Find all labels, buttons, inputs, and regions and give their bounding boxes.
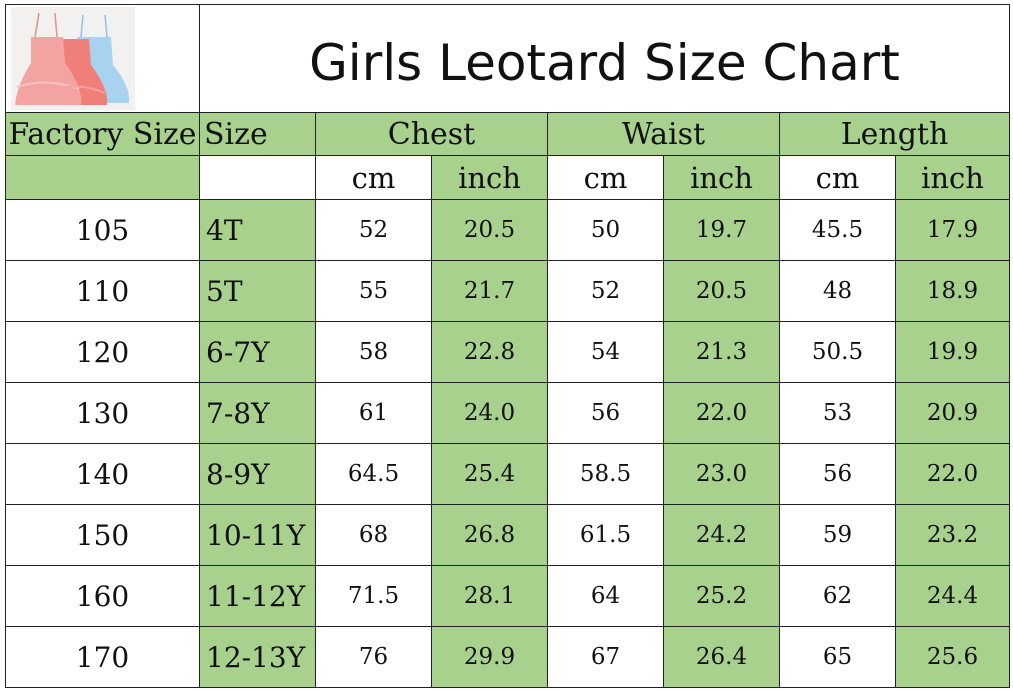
unit-header: cm	[547, 155, 664, 200]
table-row: 110 5T 55 21.7 52 20.5 48 18.9	[5, 260, 1010, 322]
chest-inch-cell: 21.7	[431, 260, 548, 322]
chest-cm-cell: 76	[315, 626, 432, 688]
unit-header: inch	[895, 155, 1010, 200]
chest-inch-cell: 25.4	[431, 443, 548, 505]
waist-cm-cell: 58.5	[547, 443, 664, 505]
chest-inch-cell: 28.1	[431, 565, 548, 627]
waist-inch-cell: 22.0	[663, 382, 780, 444]
length-inch-cell: 23.2	[895, 504, 1010, 566]
waist-inch-cell: 25.2	[663, 565, 780, 627]
unit-header: inch	[431, 155, 548, 200]
table-row: 105 4T 52 20.5 50 19.7 45.5 17.9	[5, 199, 1010, 261]
length-inch-cell: 17.9	[895, 199, 1010, 261]
length-cm-cell: 59	[779, 504, 896, 566]
size-cell: 8-9Y	[199, 443, 316, 505]
size-cell: 5T	[199, 260, 316, 322]
chest-cm-cell: 71.5	[315, 565, 432, 627]
table-row: 140 8-9Y 64.5 25.4 58.5 23.0 56 22.0	[5, 443, 1010, 505]
length-cm-cell: 62	[779, 565, 896, 627]
unit-blank-cell	[199, 155, 316, 200]
length-cm-cell: 45.5	[779, 199, 896, 261]
table-row: 130 7-8Y 61 24.0 56 22.0 53 20.9	[5, 382, 1010, 444]
waist-cm-cell: 54	[547, 321, 664, 383]
unit-row: cm inch cm inch cm inch	[5, 155, 1010, 200]
size-cell: 12-13Y	[199, 626, 316, 688]
size-cell: 7-8Y	[199, 382, 316, 444]
unit-header: cm	[315, 155, 432, 200]
waist-header: Waist	[547, 112, 780, 156]
waist-cm-cell: 61.5	[547, 504, 664, 566]
factory-size-cell: 140	[5, 443, 200, 505]
chest-inch-cell: 22.8	[431, 321, 548, 383]
waist-inch-cell: 23.0	[663, 443, 780, 505]
chart-title: Girls Leotard Size Chart	[199, 4, 1010, 113]
header-row: Factory Size Size Chest Waist Length	[5, 112, 1010, 156]
length-inch-cell: 19.9	[895, 321, 1010, 383]
table-row: 150 10-11Y 68 26.8 61.5 24.2 59 23.2	[5, 504, 1010, 566]
length-inch-cell: 25.6	[895, 626, 1010, 688]
leotard-dresses-photo-icon	[11, 7, 135, 110]
length-cm-cell: 50.5	[779, 321, 896, 383]
unit-header: cm	[779, 155, 896, 200]
waist-inch-cell: 20.5	[663, 260, 780, 322]
waist-inch-cell: 19.7	[663, 199, 780, 261]
chest-inch-cell: 29.9	[431, 626, 548, 688]
length-header: Length	[779, 112, 1010, 156]
size-cell: 11-12Y	[199, 565, 316, 627]
table-row: 170 12-13Y 76 29.9 67 26.4 65 25.6	[5, 626, 1010, 688]
factory-size-cell: 130	[5, 382, 200, 444]
factory-size-cell: 170	[5, 626, 200, 688]
chest-cm-cell: 61	[315, 382, 432, 444]
waist-cm-cell: 52	[547, 260, 664, 322]
factory-size-cell: 150	[5, 504, 200, 566]
chest-cm-cell: 68	[315, 504, 432, 566]
waist-inch-cell: 21.3	[663, 321, 780, 383]
chest-inch-cell: 26.8	[431, 504, 548, 566]
chest-cm-cell: 58	[315, 321, 432, 383]
size-cell: 6-7Y	[199, 321, 316, 383]
table-row: 120 6-7Y 58 22.8 54 21.3 50.5 19.9	[5, 321, 1010, 383]
chest-inch-cell: 24.0	[431, 382, 548, 444]
waist-cm-cell: 56	[547, 382, 664, 444]
length-inch-cell: 18.9	[895, 260, 1010, 322]
chest-inch-cell: 20.5	[431, 199, 548, 261]
product-photo-cell	[5, 4, 200, 113]
length-cm-cell: 48	[779, 260, 896, 322]
waist-cm-cell: 50	[547, 199, 664, 261]
chest-header: Chest	[315, 112, 548, 156]
size-cell: 10-11Y	[199, 504, 316, 566]
size-cell: 4T	[199, 199, 316, 261]
length-cm-cell: 53	[779, 382, 896, 444]
factory-size-header: Factory Size	[5, 112, 200, 156]
chest-cm-cell: 52	[315, 199, 432, 261]
title-row: Girls Leotard Size Chart	[5, 4, 1010, 113]
chest-cm-cell: 64.5	[315, 443, 432, 505]
factory-size-cell: 160	[5, 565, 200, 627]
chest-cm-cell: 55	[315, 260, 432, 322]
waist-cm-cell: 64	[547, 565, 664, 627]
table-row: 160 11-12Y 71.5 28.1 64 25.2 62 24.4	[5, 565, 1010, 627]
unit-header: inch	[663, 155, 780, 200]
factory-size-cell: 105	[5, 199, 200, 261]
length-inch-cell: 20.9	[895, 382, 1010, 444]
factory-size-cell: 110	[5, 260, 200, 322]
size-chart-table: Girls Leotard Size Chart Factory Size Si…	[5, 4, 1010, 688]
length-cm-cell: 56	[779, 443, 896, 505]
size-header: Size	[199, 112, 316, 156]
length-cm-cell: 65	[779, 626, 896, 688]
unit-blank-cell	[5, 155, 200, 200]
waist-inch-cell: 26.4	[663, 626, 780, 688]
factory-size-cell: 120	[5, 321, 200, 383]
waist-cm-cell: 67	[547, 626, 664, 688]
waist-inch-cell: 24.2	[663, 504, 780, 566]
length-inch-cell: 24.4	[895, 565, 1010, 627]
length-inch-cell: 22.0	[895, 443, 1010, 505]
